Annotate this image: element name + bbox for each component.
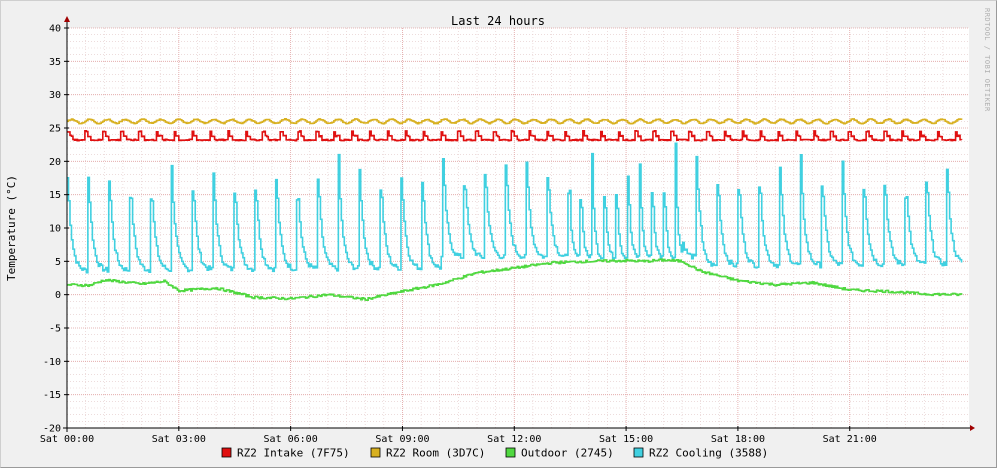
y-axis-arrow [64,16,70,22]
legend: RZ2 Intake (7F75) RZ2 Room (3D7C) Outdoor … [221,447,768,460]
y-tick-label: 20 [49,157,61,168]
y-tick-label: -5 [49,324,61,335]
series-line-cooling [67,142,963,274]
series-line-room [67,118,963,125]
x-tick-label: Sat 15:00 [599,434,653,445]
watermark: RRDTOOL / TOBI OETIKER [983,8,991,112]
y-axis-label: Temperature (°C) [5,175,18,281]
y-tick-label: 25 [49,124,61,135]
axes [63,16,975,432]
y-tick-label: -15 [43,390,61,401]
x-axis-arrow [970,425,975,431]
y-tick-label: -20 [43,424,61,435]
series-line-outdoor [67,258,963,301]
series-layer [67,118,963,301]
legend-swatch [221,447,232,458]
x-tick-label: Sat 18:00 [711,434,765,445]
y-tick-label: 0 [55,290,61,301]
legend-swatch [633,447,644,458]
y-tick-label: 5 [55,257,61,268]
legend-swatch [505,447,516,458]
chart-title: Last 24 hours [451,14,545,28]
series-line-intake [67,129,963,142]
x-tick-label: Sat 00:00 [40,434,94,445]
legend-label: Outdoor (2745) [521,447,614,460]
x-tick-label: Sat 21:00 [823,434,877,445]
y-tick-label: 35 [49,57,61,68]
legend-label: RZ2 Room (3D7C) [386,447,485,460]
legend-swatch [370,447,381,458]
legend-label: RZ2 Intake (7F75) [237,447,350,460]
y-tick-label: 15 [49,190,61,201]
y-tick-label: 30 [49,90,61,101]
x-tick-label: Sat 03:00 [152,434,206,445]
legend-label: RZ2 Cooling (3588) [649,447,768,460]
x-tick-label: Sat 09:00 [375,434,429,445]
x-tick-label: Sat 12:00 [487,434,541,445]
y-tick-label: 10 [49,224,61,235]
x-tick-label: Sat 06:00 [264,434,318,445]
y-tick-label: 40 [49,24,61,35]
y-tick-label: -10 [43,357,61,368]
